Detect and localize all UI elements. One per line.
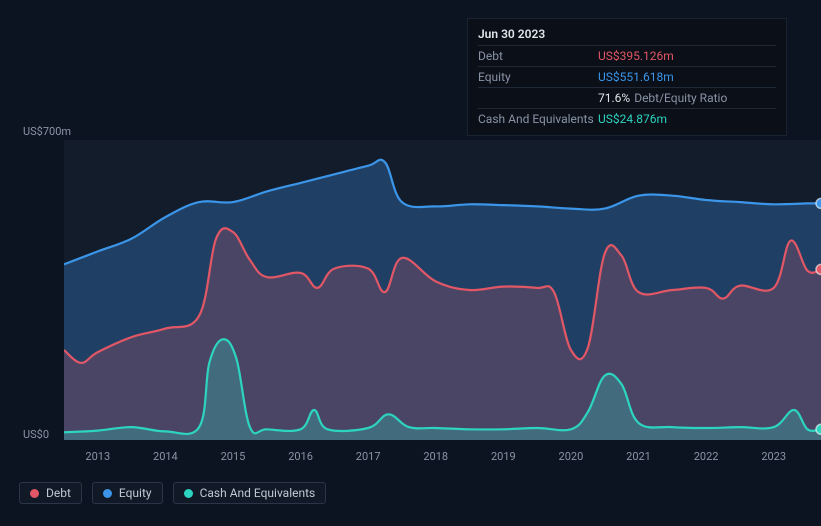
tooltip-row: EquityUS$551.618m — [478, 66, 776, 87]
x-axis-label: 2017 — [356, 450, 381, 463]
x-axis-label: 2023 — [761, 450, 786, 463]
tooltip-row-value: US$551.618m — [598, 70, 776, 84]
legend-item[interactable]: Debt — [19, 482, 82, 504]
legend-label: Debt — [46, 486, 71, 500]
tooltip-date: Jun 30 2023 — [478, 25, 776, 45]
x-axis-label: 2014 — [153, 450, 178, 463]
tooltip-row: Cash And EquivalentsUS$24.876m — [478, 108, 776, 129]
x-axis-label: 2019 — [491, 450, 516, 463]
tooltip-row-value: US$395.126m — [598, 49, 776, 63]
legend-dot-icon — [103, 489, 112, 498]
legend-label: Cash And Equivalents — [200, 486, 316, 500]
legend-label: Equity — [119, 486, 152, 500]
tooltip-row-label: Debt — [478, 49, 598, 63]
chart-legend: Debt Equity Cash And Equivalents — [19, 482, 326, 504]
series-end-marker — [816, 264, 821, 274]
chart-plot-area — [64, 140, 821, 440]
tooltip-row-label — [478, 91, 598, 105]
x-axis-label: 2022 — [694, 450, 719, 463]
tooltip-row-value: US$24.876m — [598, 112, 776, 126]
series-end-marker — [816, 424, 821, 434]
chart-tooltip: Jun 30 2023 DebtUS$395.126mEquityUS$551.… — [467, 18, 787, 136]
tooltip-row-value: 71.6%Debt/Equity Ratio — [598, 91, 776, 105]
financials-area-chart: Jun 30 2023 DebtUS$395.126mEquityUS$551.… — [16, 0, 805, 526]
x-axis-label: 2020 — [559, 450, 584, 463]
tooltip-row: 71.6%Debt/Equity Ratio — [478, 87, 776, 108]
x-axis-label: 2013 — [85, 450, 110, 463]
x-axis-label: 2018 — [423, 450, 448, 463]
x-axis-label: 2021 — [626, 450, 651, 463]
legend-item[interactable]: Equity — [92, 482, 163, 504]
tooltip-row-label: Cash And Equivalents — [478, 112, 598, 126]
chart-svg — [64, 140, 821, 440]
y-axis-top-label: US$700m — [23, 125, 71, 138]
y-axis-bottom-label: US$0 — [23, 428, 49, 441]
series-end-marker — [816, 198, 821, 208]
tooltip-row-label: Equity — [478, 70, 598, 84]
legend-dot-icon — [30, 489, 39, 498]
tooltip-row: DebtUS$395.126m — [478, 45, 776, 66]
x-axis-label: 2015 — [221, 450, 246, 463]
legend-item[interactable]: Cash And Equivalents — [173, 482, 327, 504]
legend-dot-icon — [184, 489, 193, 498]
x-axis-label: 2016 — [288, 450, 313, 463]
